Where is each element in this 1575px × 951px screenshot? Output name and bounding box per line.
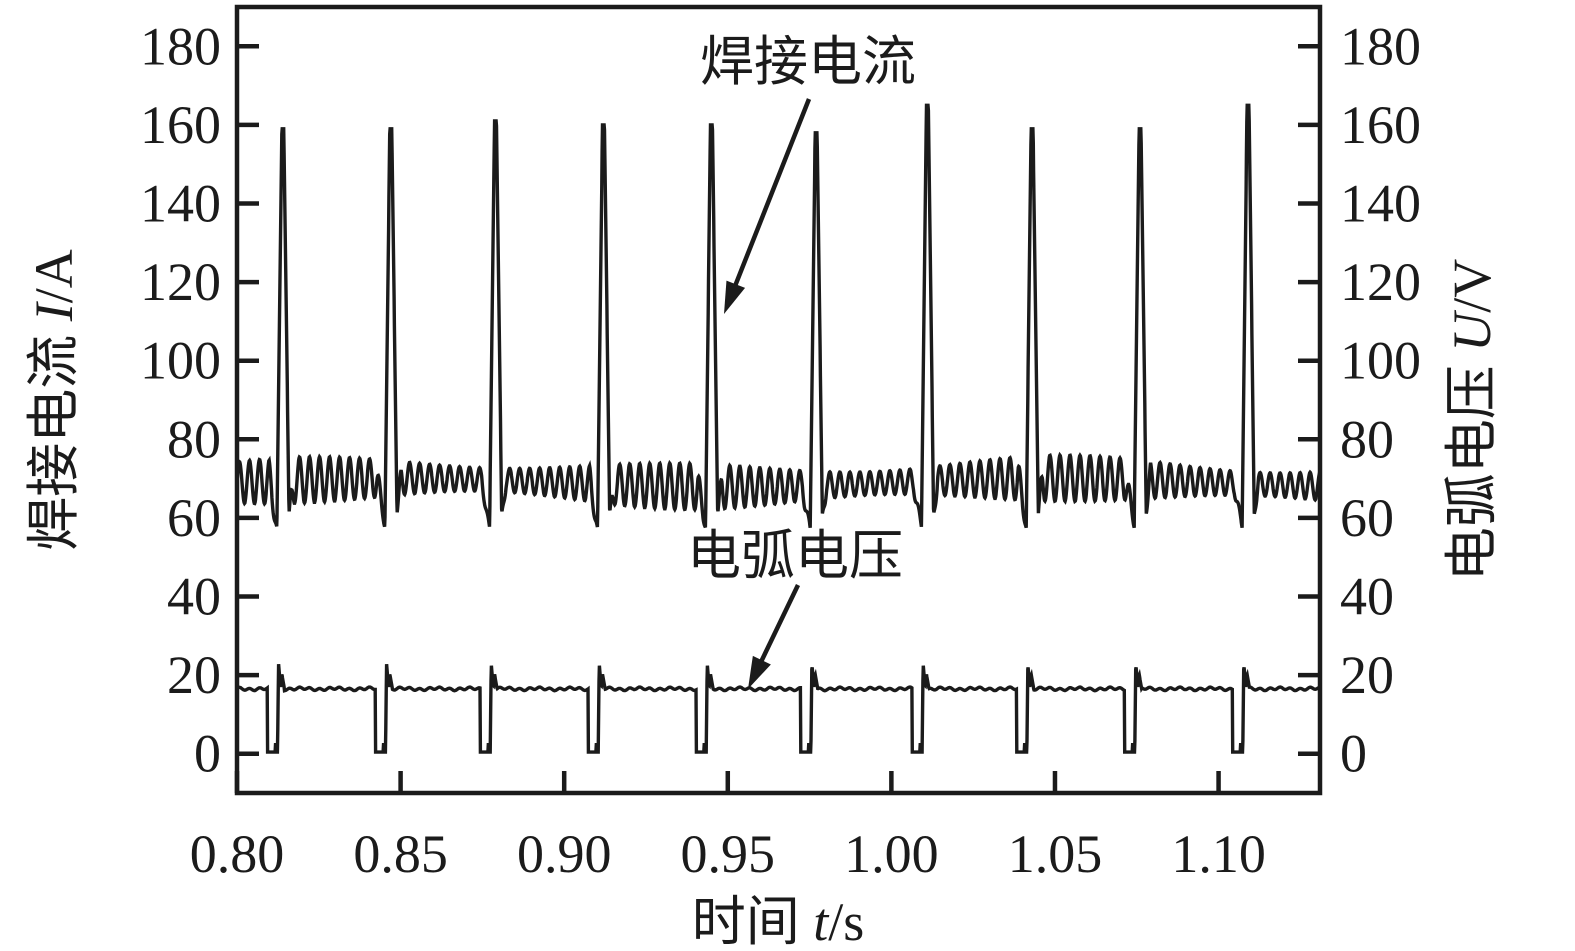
y-left-tick-label: 20	[167, 645, 221, 705]
y-left-tick-label: 160	[140, 95, 221, 155]
y-right-tick-label: 0	[1340, 724, 1367, 784]
y-right-tick-label: 60	[1340, 488, 1394, 548]
x-tick-label: 0.80	[190, 824, 285, 884]
y-right-tick-label: 120	[1340, 252, 1421, 312]
current-trace	[237, 103, 1320, 529]
current-label-arrow-line	[732, 98, 812, 289]
y-left-axis-title: 焊接电流 I/A	[24, 249, 84, 550]
voltage-label: 电弧电压	[687, 526, 903, 586]
y-right-tick-label: 180	[1340, 16, 1421, 76]
y-left-tick-label: 180	[140, 16, 221, 76]
voltage-label-arrow-line	[758, 584, 801, 665]
y-right-tick-label: 160	[1340, 95, 1421, 155]
trace-group	[237, 103, 1320, 754]
y-left-tick-label: 100	[140, 331, 221, 391]
y-left-tick-label: 80	[167, 409, 221, 469]
y-right-tick-label: 100	[1340, 331, 1421, 391]
x-tick-label: 0.85	[353, 824, 448, 884]
y-left-tick-label: 40	[167, 567, 221, 627]
y-right-tick-label: 80	[1340, 409, 1394, 469]
x-axis-title: 时间 t/s	[692, 892, 865, 951]
y-left-tick-label: 120	[140, 252, 221, 312]
plot-frame	[234, 4, 1323, 796]
current-label-arrowhead-icon	[724, 280, 746, 314]
x-tick-label: 1.05	[1008, 824, 1103, 884]
current-label: 焊接电流	[700, 32, 916, 92]
y-left-tick-label: 0	[194, 724, 221, 784]
x-tick-label: 0.95	[681, 824, 776, 884]
y-right-tick-label: 140	[1340, 174, 1421, 234]
y-left-tick-label: 60	[167, 488, 221, 548]
x-tick-label: 1.10	[1171, 824, 1266, 884]
voltage-label-arrowhead-icon	[748, 655, 771, 689]
y-left-tick-label: 140	[140, 174, 221, 234]
x-tick-label: 0.90	[517, 824, 612, 884]
voltage-trace	[237, 663, 1320, 754]
y-right-tick-label: 40	[1340, 567, 1394, 627]
y-right-axis-title: 电弧电压 U/V	[1442, 259, 1502, 582]
y-right-tick-label: 20	[1340, 645, 1394, 705]
x-tick-label: 1.00	[844, 824, 939, 884]
